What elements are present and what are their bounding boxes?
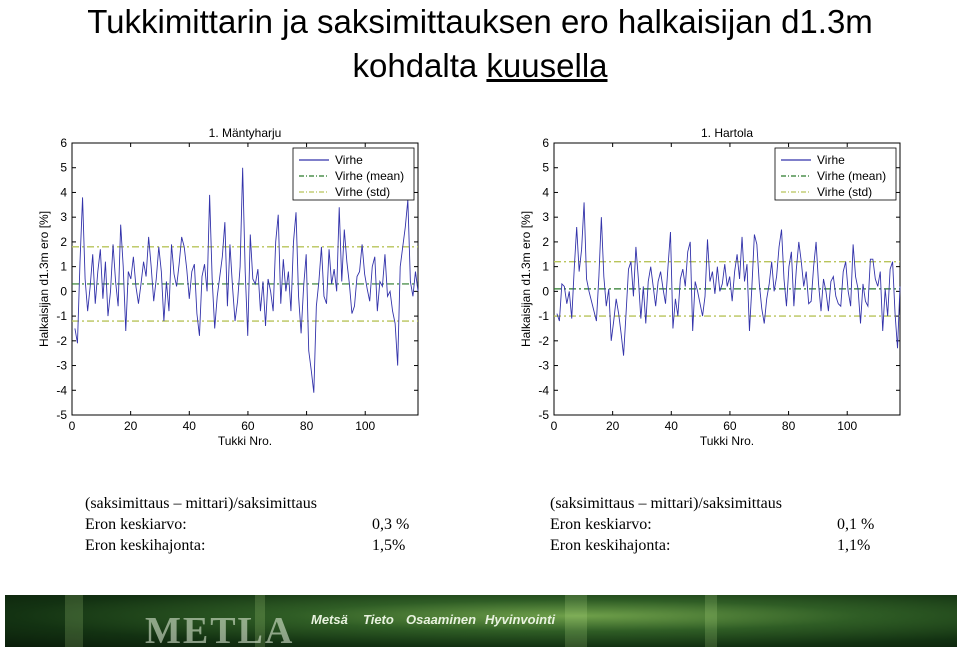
chart-title: 1. Mäntyharju [209, 126, 282, 140]
legend-box [292, 147, 415, 201]
footer-light-band [565, 595, 587, 647]
y-tick-label: -4 [538, 383, 549, 397]
legend-label: Virhe (std) [335, 185, 390, 199]
stats-mean-value: 0,1 % [837, 516, 875, 533]
footer-light-band [255, 595, 265, 647]
y-tick-label: 0 [60, 284, 67, 298]
y-tick-label: 3 [542, 210, 549, 224]
y-tick-label: 4 [542, 185, 549, 199]
x-tick-label: 40 [665, 419, 679, 433]
y-tick-label: -2 [56, 334, 67, 348]
y-tick-label: 4 [60, 185, 67, 199]
chart-title: 1. Hartola [701, 126, 753, 140]
y-tick-label: 1 [542, 260, 549, 274]
footer-tag: Osaaminen [406, 612, 477, 627]
footer-tag: Tieto [363, 612, 394, 627]
y-tick-label: -1 [56, 309, 67, 323]
legend-label: Virhe [335, 153, 363, 167]
x-tick-label: 80 [782, 419, 796, 433]
stats-std-row: Eron keskihajonta: 1,1% [550, 535, 880, 556]
stats-std-label: Eron keskihajonta: [550, 537, 671, 554]
y-tick-label: 2 [60, 235, 67, 249]
x-tick-label: 0 [551, 419, 558, 433]
stats-mean-row: Eron keskiarvo: 0,3 % [85, 514, 420, 535]
stats-hartola: (saksimittaus – mittari)/saksimittaus Er… [550, 493, 880, 556]
title-line-2: kohdalta kuusella [0, 44, 960, 88]
y-tick-label: 3 [60, 210, 67, 224]
title-line-1: Tukkimittarin ja saksimittauksen ero hal… [87, 3, 873, 40]
stats-std-value: 1,1% [837, 537, 871, 554]
stats-std-value: 1,5% [372, 537, 406, 554]
x-tick-label: 60 [723, 419, 737, 433]
y-axis-label: Halkaisijan d1.3m ero [%] [519, 211, 533, 347]
y-tick-label: 5 [542, 161, 549, 175]
y-tick-label: -5 [56, 408, 67, 422]
y-tick-label: -2 [538, 334, 549, 348]
stats-mean-label: Eron keskiarvo: [550, 516, 652, 533]
legend-label: Virhe [817, 153, 845, 167]
x-tick-label: 40 [183, 419, 197, 433]
x-tick-label: 80 [300, 419, 314, 433]
stats-std-label: Eron keskihajonta: [85, 537, 206, 554]
stats-mean-label: Eron keskiarvo: [85, 516, 187, 533]
y-tick-label: 5 [60, 161, 67, 175]
footer-light-band [65, 595, 83, 647]
series-line-virhe [74, 167, 419, 393]
y-tick-label: 1 [60, 260, 67, 274]
x-tick-label: 60 [241, 419, 255, 433]
y-tick-label: 0 [542, 284, 549, 298]
stats-heading: (saksimittaus – mittari)/saksimittaus [85, 495, 317, 512]
y-tick-label: 6 [542, 136, 549, 150]
stats-heading: (saksimittaus – mittari)/saksimittaus [550, 495, 782, 512]
x-tick-label: 20 [606, 419, 620, 433]
x-tick-label: 100 [355, 419, 375, 433]
slide-title: Tukkimittarin ja saksimittauksen ero hal… [0, 0, 960, 88]
y-tick-label: -4 [56, 383, 67, 397]
metla-logo: METLA [145, 610, 295, 647]
title-underlined-word: kuusella [486, 47, 608, 84]
x-tick-label: 20 [124, 419, 138, 433]
title-line-2-prefix: kohdalta [352, 47, 487, 84]
legend-label: Virhe (std) [817, 185, 872, 199]
y-tick-label: -1 [538, 309, 549, 323]
y-tick-label: 2 [542, 235, 549, 249]
stats-mantyharju: (saksimittaus – mittari)/saksimittaus Er… [85, 493, 420, 556]
y-tick-label: -3 [538, 359, 549, 373]
x-axis-label: Tukki Nro. [700, 434, 754, 448]
footer-banner: METLA Metsä Tieto Osaaminen Hyvinvointi [5, 595, 957, 647]
stats-mean-value: 0,3 % [372, 516, 410, 533]
footer-light-band [705, 595, 717, 647]
x-axis-label: Tukki Nro. [218, 434, 272, 448]
footer-tag: Hyvinvointi [485, 612, 556, 627]
footer-tag: Metsä [311, 612, 348, 627]
legend-label: Virhe (mean) [335, 169, 404, 183]
x-tick-label: 100 [837, 419, 857, 433]
y-axis-label: Halkaisijan d1.3m ero [%] [37, 211, 51, 347]
y-tick-label: -5 [538, 408, 549, 422]
stats-std-row: Eron keskihajonta: 1,5% [85, 535, 420, 556]
stats-mean-row: Eron keskiarvo: 0,1 % [550, 514, 880, 535]
legend-label: Virhe (mean) [817, 169, 886, 183]
y-tick-label: -3 [56, 359, 67, 373]
x-tick-label: 0 [69, 419, 76, 433]
series-line-virhe [556, 202, 901, 356]
legend-box [774, 147, 897, 201]
y-tick-label: 6 [60, 136, 67, 150]
